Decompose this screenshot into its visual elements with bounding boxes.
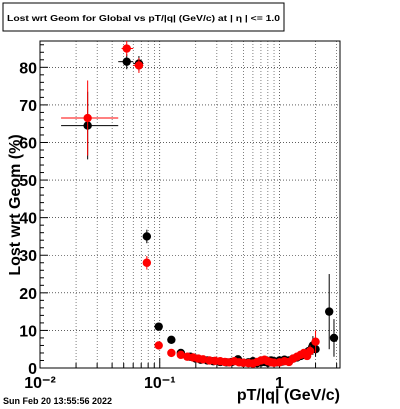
y-tick-label: 40 [19,211,37,228]
red-data-point [83,113,92,123]
black-data-point [167,335,176,345]
red-data-point [305,346,315,356]
plot-frame [39,40,341,369]
x-axis-label: pT/|q| (GeV/c) [237,387,340,404]
red-data-point [134,61,144,70]
y-tick-label: 30 [19,248,37,265]
x-tick-label: 10⁻¹ [144,375,176,392]
y-tick-label: 50 [19,173,37,190]
red-data-point [142,258,152,267]
y-tick-label: 70 [19,98,37,115]
y-tick-label: 0 [28,361,37,378]
chart-title: Lost wrt Geom for Global vs pT/|q| (GeV/… [7,13,280,23]
data-series [61,41,339,368]
black-data-point [329,333,339,343]
x-tick-label: 10⁻² [24,375,56,392]
red-data-point [198,355,208,364]
black-data-point [154,322,163,331]
y-tick-label: 10 [19,323,37,340]
x-tick-label: 1 [275,375,284,392]
y-tick-label: 60 [19,135,37,152]
red-data-point [167,348,176,358]
black-data-point [122,57,131,66]
black-data-point [325,307,334,316]
y-tick-label: 20 [19,286,37,303]
red-data-point [154,341,163,350]
y-tick-label: 80 [19,60,37,77]
axes: 0 10 20 30 40 50 60 70 80 10⁻² 10⁻¹ 1 [19,44,338,392]
y-axis-label: Lost wrt Geom (%) [7,134,24,275]
grid [40,41,340,368]
red-data-point [176,350,186,360]
black-data-point [142,232,152,241]
red-data-point [122,44,131,53]
red-data-point [311,337,320,346]
title-box [2,2,285,32]
timestamp: Sun Feb 20 13:55:56 2022 [3,396,112,406]
